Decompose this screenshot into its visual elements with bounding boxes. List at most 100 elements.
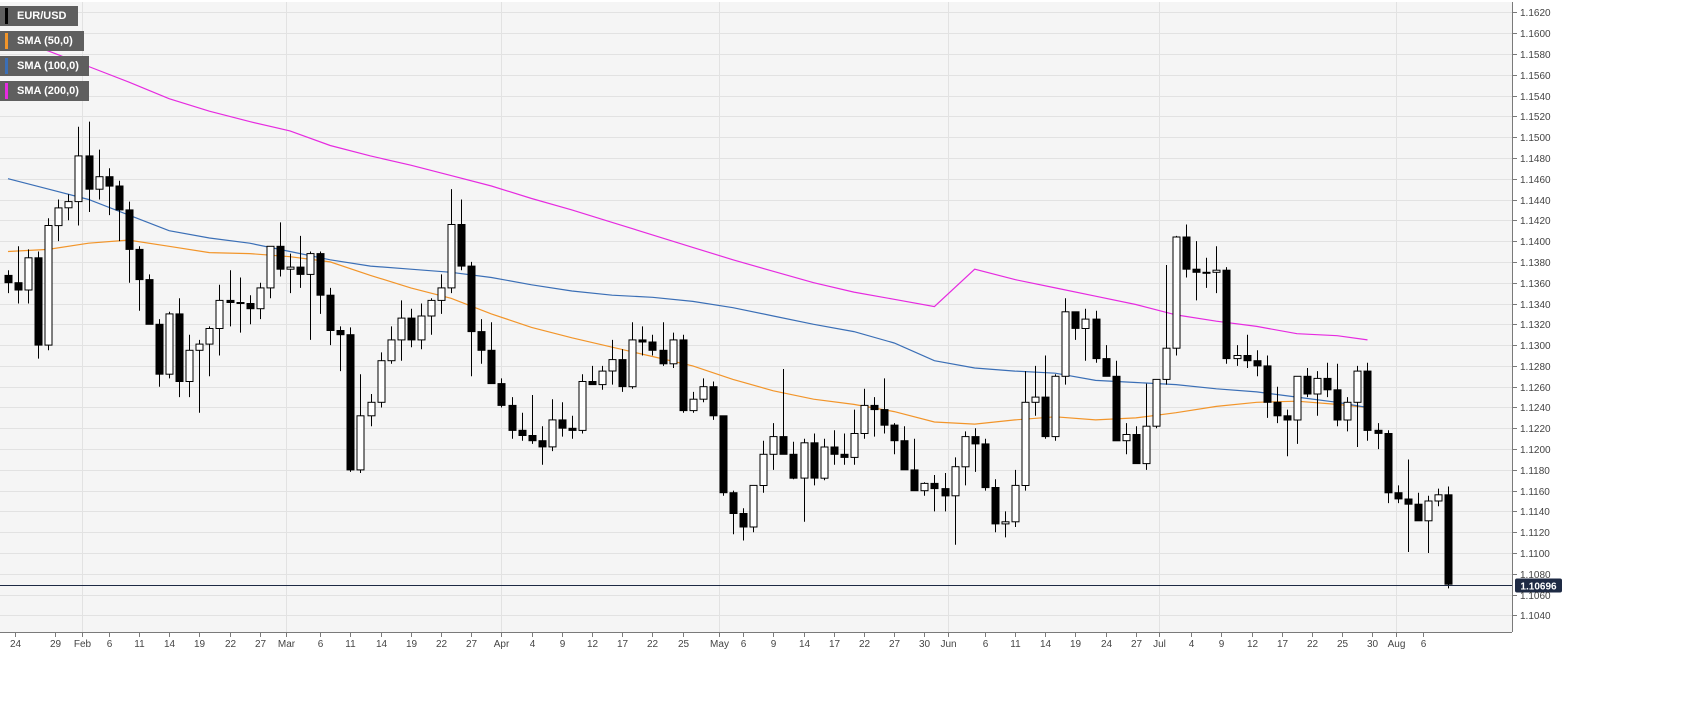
time-tick-label: 27 — [255, 639, 267, 650]
bearish-candle-body — [528, 435, 537, 442]
time-tick-label: 14 — [376, 639, 388, 650]
bearish-candle-body — [125, 209, 134, 250]
legend-item-sma-100[interactable]: SMA (100,0) — [0, 56, 89, 76]
bearish-candle-body — [316, 253, 325, 296]
bullish-candle-body — [1434, 494, 1443, 502]
bullish-candle-body — [961, 436, 970, 468]
candle — [900, 426, 909, 471]
bearish-candle-body — [1384, 433, 1393, 494]
candle — [618, 349, 627, 392]
bearish-candle-body — [145, 279, 154, 325]
bullish-candle-body — [64, 201, 73, 209]
bullish-candle-body — [769, 436, 778, 455]
moving-averages — [0, 34, 1368, 425]
candle — [568, 415, 577, 439]
candle — [981, 438, 990, 491]
time-tick-label: 19 — [1070, 639, 1082, 650]
bearish-candle-body — [14, 282, 23, 291]
candle — [890, 423, 899, 455]
candle — [125, 201, 134, 283]
legend-item-sma-200[interactable]: SMA (200,0) — [0, 81, 89, 101]
time-tick-label: 27 — [466, 639, 478, 650]
bearish-candle-body — [175, 313, 184, 382]
time-tick-label: 25 — [678, 639, 690, 650]
candle — [810, 433, 819, 486]
candle — [1353, 365, 1362, 447]
time-tick-label: 29 — [50, 639, 62, 650]
candle — [719, 415, 728, 496]
candle — [679, 334, 688, 413]
bearish-candle-body — [1374, 429, 1383, 434]
candle — [669, 332, 678, 368]
time-tick-label: 22 — [859, 639, 871, 650]
candle — [427, 298, 436, 335]
candle — [729, 490, 738, 535]
bearish-candle-body — [155, 323, 164, 375]
candle — [1233, 345, 1242, 366]
candle — [205, 326, 214, 377]
candle — [64, 194, 73, 221]
time-tick-label: 27 — [889, 639, 901, 650]
bullish-candle-body — [1202, 271, 1211, 274]
candle — [1112, 360, 1121, 442]
bearish-candle-body — [115, 185, 124, 211]
sma-line-500 — [7, 239, 1368, 425]
bearish-candle-body — [276, 245, 285, 270]
price-tick-label: 1.1620 — [1520, 8, 1551, 19]
bullish-candle-body — [165, 313, 174, 375]
candle — [779, 369, 788, 455]
bearish-candle-body — [568, 427, 577, 431]
time-tick-label: 9 — [1219, 639, 1225, 650]
legend-item-sma-50[interactable]: SMA (50,0) — [0, 31, 84, 51]
candle — [739, 508, 748, 541]
bearish-candle-body — [326, 294, 335, 332]
candle — [1041, 355, 1050, 439]
candle — [689, 391, 698, 413]
candle — [860, 388, 869, 439]
bullish-candle-body — [215, 299, 224, 329]
price-tick-label: 1.1120 — [1520, 528, 1550, 539]
bullish-candle-body — [44, 225, 53, 346]
candle — [346, 327, 355, 472]
bullish-candle-body — [195, 343, 204, 351]
candle — [759, 440, 768, 493]
bearish-candle-body — [467, 265, 476, 333]
bullish-candle-body — [24, 257, 33, 291]
bearish-candle-body — [941, 488, 950, 497]
candle — [74, 126, 83, 226]
time-tick-label: 9 — [560, 639, 566, 650]
candle — [175, 298, 184, 398]
candle — [1152, 378, 1161, 429]
bullish-candle-body — [1172, 236, 1181, 349]
candle — [467, 261, 476, 377]
candle — [336, 326, 345, 372]
candle — [356, 374, 365, 473]
bullish-candle-body — [447, 224, 456, 289]
candle — [437, 274, 446, 314]
candle — [1212, 246, 1221, 294]
time-tick-label: 30 — [919, 639, 931, 650]
bearish-candle-body — [246, 303, 255, 310]
bullish-candle-body — [1233, 355, 1242, 360]
bearish-candle-body — [1192, 268, 1201, 273]
bullish-candle-body — [608, 359, 617, 372]
time-tick-label: 27 — [1131, 639, 1143, 650]
candle — [1273, 386, 1282, 424]
candle — [417, 303, 426, 350]
bearish-candle-body — [618, 359, 627, 388]
bearish-candle-body — [910, 469, 919, 492]
price-tick-label: 1.1400 — [1520, 237, 1551, 248]
time-tick-label: Apr — [494, 639, 510, 650]
candle — [215, 284, 224, 356]
candle — [648, 334, 657, 356]
candle — [910, 438, 919, 492]
bearish-candle-body — [739, 513, 748, 528]
bearish-candle-body — [1071, 311, 1080, 329]
sma-line-200 — [0, 34, 1368, 341]
time-tick-label: 12 — [1247, 639, 1259, 650]
legend-item-eurusd[interactable]: EUR/USD — [0, 6, 78, 26]
price-tick-label: 1.1220 — [1520, 424, 1551, 435]
candle — [538, 426, 547, 465]
candle — [1011, 469, 1020, 527]
candle — [447, 189, 456, 294]
